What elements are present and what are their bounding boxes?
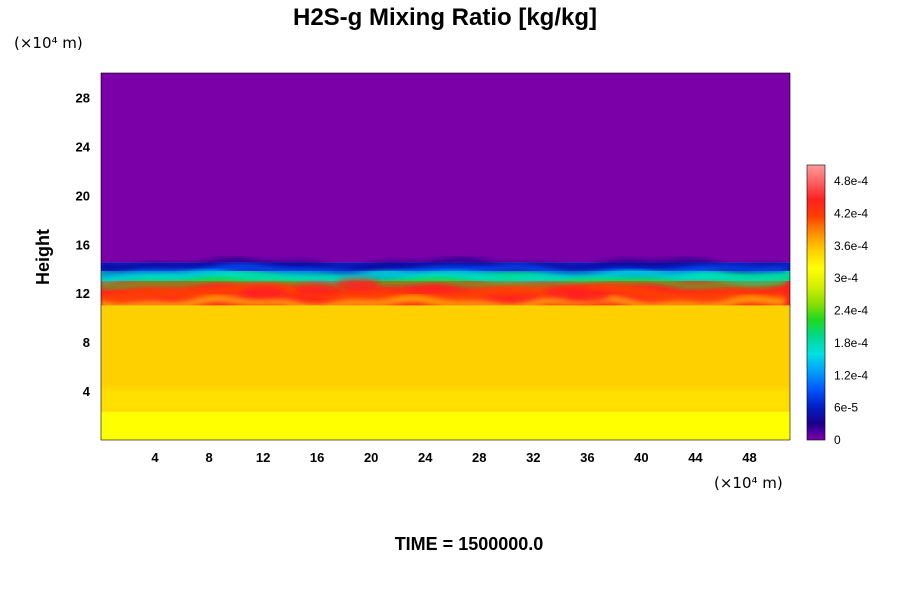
colorbar-tick-label: 0 xyxy=(834,433,841,447)
chart-title: H2S-g Mixing Ratio [kg/kg] xyxy=(293,4,597,31)
y-axis-ticks: 4 8 12 16 20 24 28 xyxy=(76,90,91,399)
y-tick-label: 8 xyxy=(83,335,90,350)
heatmap-field xyxy=(101,73,790,440)
colorbar: 0 6e-5 1.2e-4 1.8e-4 2.4e-4 3e-4 3.6e-4 4.2e-4 4… xyxy=(806,164,868,447)
colorbar-tick-label: 1.2e-4 xyxy=(834,368,868,382)
y-unit-label: (×10⁴ m) xyxy=(14,34,83,52)
colorbar-tick-label: 6e-5 xyxy=(834,401,858,415)
hotspot-0 xyxy=(241,285,286,298)
y-tick-label: 24 xyxy=(76,139,91,154)
hotspot-4 xyxy=(565,289,610,302)
band-orange-red xyxy=(101,282,786,304)
x-tick-label: 24 xyxy=(418,450,433,465)
colorbar-ticks: 0 6e-5 1.2e-4 1.8e-4 2.4e-4 3e-4 3.6e-4 4.2e-4 4… xyxy=(834,174,868,447)
band-dark-blue xyxy=(101,257,786,273)
colorbar-tick-label: 3e-4 xyxy=(834,271,858,285)
x-tick-label: 32 xyxy=(526,450,540,465)
plot-frame xyxy=(100,72,791,441)
y-tick-label: 28 xyxy=(76,90,90,105)
x-tick-label: 20 xyxy=(364,450,378,465)
x-tick-label: 44 xyxy=(688,450,703,465)
band-yellow-orange xyxy=(101,295,786,311)
band-blue xyxy=(101,264,786,279)
x-unit-label: (×10⁴ m) xyxy=(714,474,783,492)
colorbar-gradient xyxy=(806,164,826,441)
x-tick-label: 16 xyxy=(310,450,324,465)
colorbar-tick-label: 3.6e-4 xyxy=(834,239,868,253)
time-label: TIME = 1500000.0 xyxy=(395,534,544,554)
hotspot-2 xyxy=(335,278,380,291)
y-tick-label: 20 xyxy=(76,188,90,203)
band-green xyxy=(101,277,786,290)
heatmap-layer-top-edge xyxy=(101,262,790,272)
x-tick-label: 36 xyxy=(580,450,594,465)
colorbar-tick-label: 4.2e-4 xyxy=(834,207,868,221)
y-tick-label: 16 xyxy=(76,237,90,252)
plot-area xyxy=(100,72,791,441)
x-tick-label: 40 xyxy=(634,450,648,465)
x-tick-label: 8 xyxy=(205,450,212,465)
lower-transition xyxy=(101,388,790,412)
colorbar-tick-label: 1.8e-4 xyxy=(834,336,868,350)
band-cyan xyxy=(101,269,786,285)
y-tick-label: 4 xyxy=(83,384,91,399)
x-tick-label: 12 xyxy=(256,450,270,465)
x-axis-ticks: 4 8 12 16 20 24 28 32 36 40 44 48 xyxy=(151,450,756,465)
hotspot-1 xyxy=(295,283,340,296)
x-tick-label: 28 xyxy=(472,450,486,465)
x-tick-label: 48 xyxy=(742,450,756,465)
heatmap-layer-lower xyxy=(101,411,790,440)
x-tick-label: 4 xyxy=(151,450,159,465)
y-axis-label: Height xyxy=(33,229,53,285)
y-tick-label: 12 xyxy=(76,286,90,301)
colorbar-tick-label: 4.8e-4 xyxy=(834,174,868,188)
heatmap-layer-upper xyxy=(101,73,790,263)
colorbar-tick-label: 2.4e-4 xyxy=(834,304,868,318)
